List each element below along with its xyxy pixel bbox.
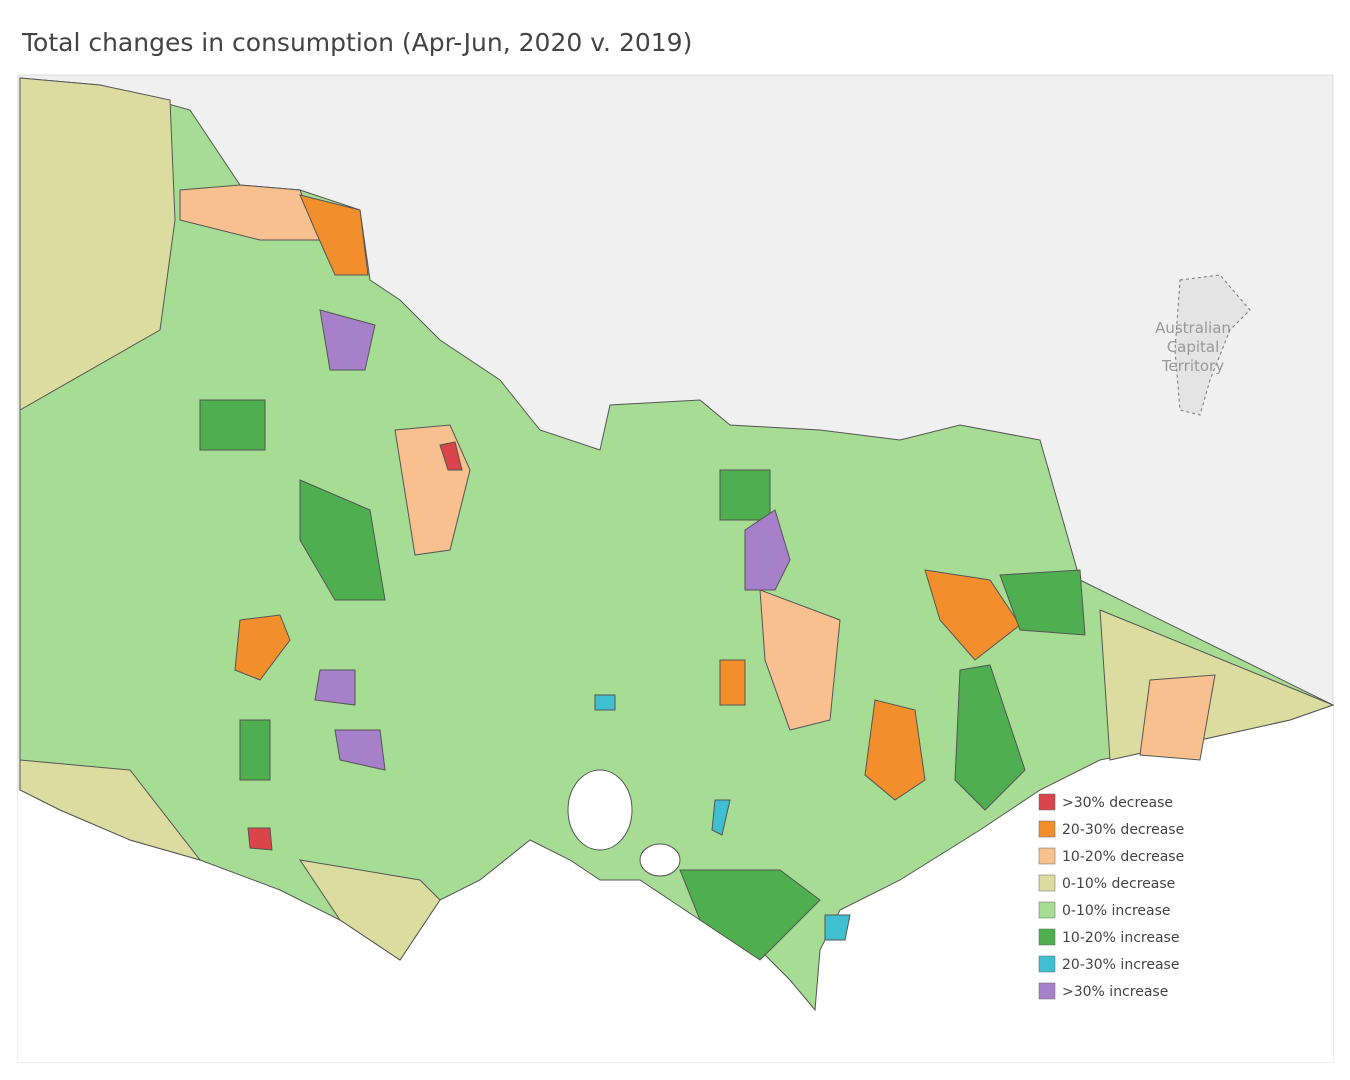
region <box>1139 674 1216 761</box>
region <box>247 827 273 851</box>
region <box>824 914 851 941</box>
act-label-line: Australian <box>1155 319 1231 337</box>
region <box>234 614 291 681</box>
region <box>334 729 386 771</box>
region <box>954 664 1026 811</box>
region <box>314 669 356 706</box>
region <box>439 441 463 471</box>
legend-label: 0-10% decrease <box>1062 876 1175 892</box>
legend-swatch <box>1038 820 1056 838</box>
map-title: Total changes in consumption (Apr-Jun, 2… <box>22 28 693 57</box>
legend-swatch <box>1038 847 1056 865</box>
region <box>864 699 926 801</box>
region <box>594 694 616 711</box>
legend-swatch <box>1038 982 1056 1000</box>
region <box>298 859 441 961</box>
legend-swatch <box>1038 793 1056 811</box>
act-label-line: Territory <box>1161 357 1224 375</box>
legend-label: 10-20% increase <box>1062 930 1179 946</box>
region <box>19 759 202 861</box>
legend-swatch <box>1038 955 1056 973</box>
region <box>19 77 176 411</box>
region <box>711 799 731 836</box>
region <box>719 659 746 706</box>
region <box>924 569 1021 661</box>
legend-label: >30% increase <box>1062 984 1168 1000</box>
region <box>719 469 771 521</box>
legend-label: 20-30% increase <box>1062 957 1179 973</box>
western-port <box>639 843 681 877</box>
region <box>744 509 791 591</box>
act-boundary <box>1174 274 1251 416</box>
legend-swatch <box>1038 874 1056 892</box>
port-phillip-bay <box>567 769 633 851</box>
legend-label: 20-30% decrease <box>1062 822 1184 838</box>
region <box>679 869 821 961</box>
region <box>319 309 376 371</box>
act-label-line: Capital <box>1167 338 1220 356</box>
region <box>299 194 369 276</box>
region <box>999 569 1086 636</box>
legend-swatch <box>1038 928 1056 946</box>
legend-label: 0-10% increase <box>1062 903 1171 919</box>
region <box>199 399 266 451</box>
legend-swatch <box>1038 901 1056 919</box>
region <box>239 719 271 781</box>
legend: >30% decrease 20-30% decrease 10-20% decre… <box>1038 793 1184 1000</box>
legend-label: >30% decrease <box>1062 795 1173 811</box>
legend-label: 10-20% decrease <box>1062 849 1184 865</box>
region <box>299 479 386 601</box>
region <box>759 589 841 731</box>
